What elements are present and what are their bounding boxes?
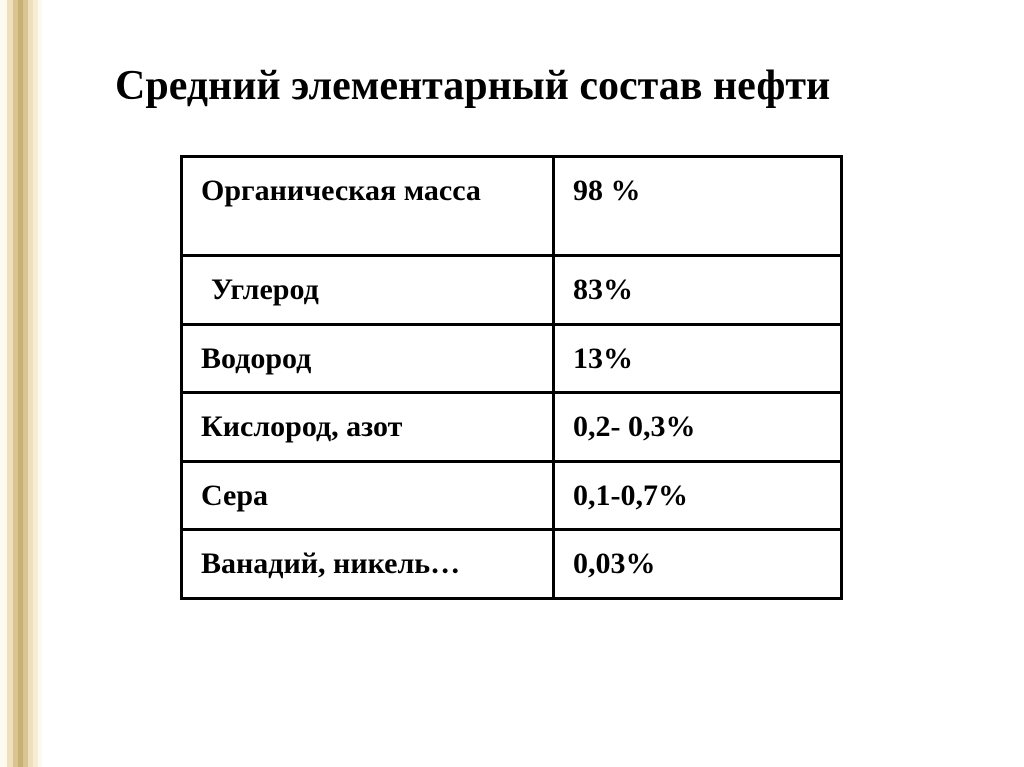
cell-label: Ванадий, никель… <box>182 530 554 599</box>
cell-value: 98 % <box>554 157 842 256</box>
border-stripe-8 <box>38 0 42 767</box>
cell-label: Сера <box>182 461 554 530</box>
cell-label: Органическая масса <box>182 157 554 256</box>
cell-value: 0,1-0,7% <box>554 461 842 530</box>
left-decorative-border <box>0 0 42 767</box>
table-row: Водород 13% <box>182 324 842 393</box>
table-row: Ванадий, никель… 0,03% <box>182 530 842 599</box>
slide-title: Средний элементарный состав нефти <box>115 62 1004 110</box>
cell-value: 0,03% <box>554 530 842 599</box>
cell-value: 83% <box>554 256 842 325</box>
cell-label: Водород <box>182 324 554 393</box>
composition-table: Органическая масса 98 % Углерод 83% Водо… <box>180 155 840 600</box>
table-row: Органическая масса 98 % <box>182 157 842 256</box>
slide: Средний элементарный состав нефти Органи… <box>0 0 1024 767</box>
cell-label: Кислород, азот <box>182 393 554 462</box>
table-row: Углерод 83% <box>182 256 842 325</box>
cell-label: Углерод <box>182 256 554 325</box>
cell-value: 13% <box>554 324 842 393</box>
cell-value: 0,2- 0,3% <box>554 393 842 462</box>
table-row: Кислород, азот 0,2- 0,3% <box>182 393 842 462</box>
table-row: Сера 0,1-0,7% <box>182 461 842 530</box>
border-stripe-1 <box>0 0 7 767</box>
